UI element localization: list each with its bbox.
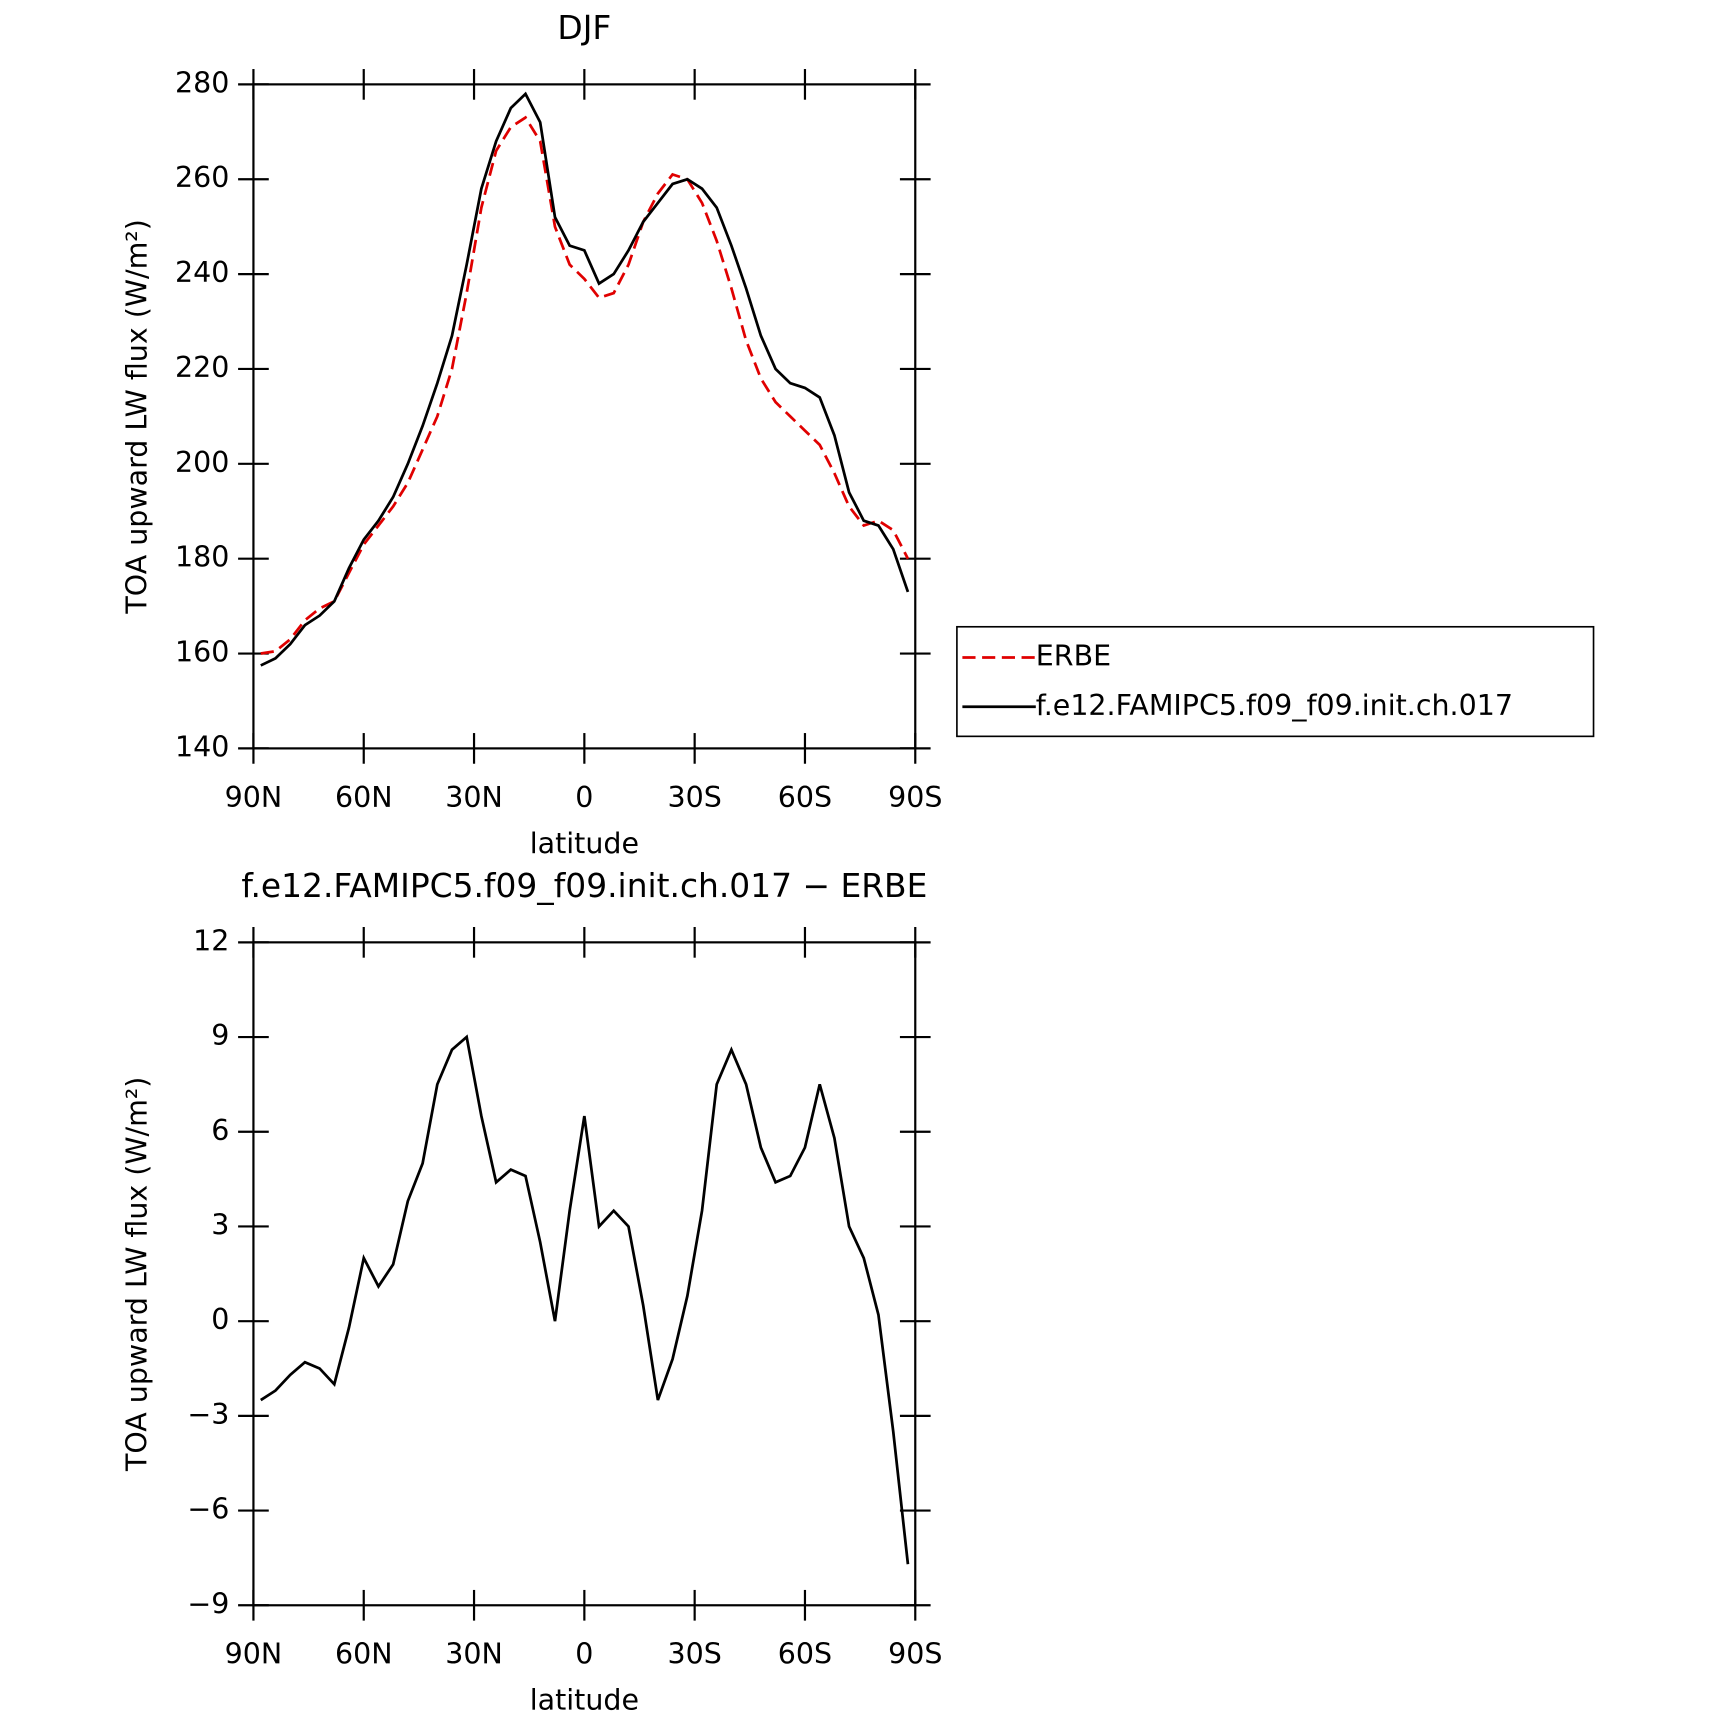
y-tick-label: 3	[211, 1208, 229, 1241]
plot-frame	[252, 941, 917, 1607]
y-tick-label: 0	[211, 1303, 229, 1336]
x-tick-label: 30N	[445, 1638, 503, 1671]
y-tick-label: 6	[211, 1114, 229, 1147]
y-tick-label: 220	[175, 351, 229, 384]
x-axis-label: latitude	[530, 827, 639, 860]
plot-frame	[252, 83, 917, 750]
x-tick-label: 0	[575, 1638, 593, 1671]
data-line	[260, 115, 910, 655]
y-axis-label: TOA upward LW flux (W/m²)	[120, 1077, 153, 1472]
x-tick-label: 60N	[335, 781, 393, 814]
x-tick-label: 90S	[888, 1638, 942, 1671]
y-tick-label: 200	[175, 446, 229, 479]
y-tick-label: 280	[175, 66, 229, 99]
x-tick-label: 90N	[225, 1638, 283, 1671]
y-tick-label: 12	[193, 924, 229, 957]
legend-box	[956, 625, 1595, 738]
x-tick-label: 30S	[668, 1638, 722, 1671]
y-tick-label: −6	[187, 1493, 229, 1526]
x-tick-label: 60N	[335, 1638, 393, 1671]
legend-label: f.e12.FAMIPC5.f09_f09.init.ch.017	[1036, 689, 1513, 722]
x-tick-label: 0	[575, 781, 593, 814]
y-axis-label: TOA upward LW flux (W/m²)	[120, 219, 153, 614]
chart-title: f.e12.FAMIPC5.f09_f09.init.ch.017 − ERBE	[241, 866, 927, 905]
x-tick-label: 60S	[778, 781, 832, 814]
y-tick-label: 240	[175, 256, 229, 289]
data-line	[260, 91, 910, 667]
x-tick-label: 30S	[668, 781, 722, 814]
y-tick-label: 160	[175, 636, 229, 669]
legend-label: ERBE	[1036, 639, 1111, 672]
x-tick-label: 60S	[778, 1638, 832, 1671]
y-tick-label: 9	[211, 1019, 229, 1052]
x-tick-label: 90N	[225, 781, 283, 814]
x-tick-label: 90S	[888, 781, 942, 814]
chart-title: DJF	[557, 8, 611, 47]
x-tick-label: 30N	[445, 781, 503, 814]
y-tick-label: −3	[187, 1398, 229, 1431]
y-tick-label: 140	[175, 730, 229, 763]
x-axis-label: latitude	[530, 1684, 639, 1717]
y-tick-label: 260	[175, 161, 229, 194]
y-tick-label: 180	[175, 541, 229, 574]
y-tick-label: −9	[187, 1587, 229, 1620]
data-line	[260, 1034, 910, 1565]
